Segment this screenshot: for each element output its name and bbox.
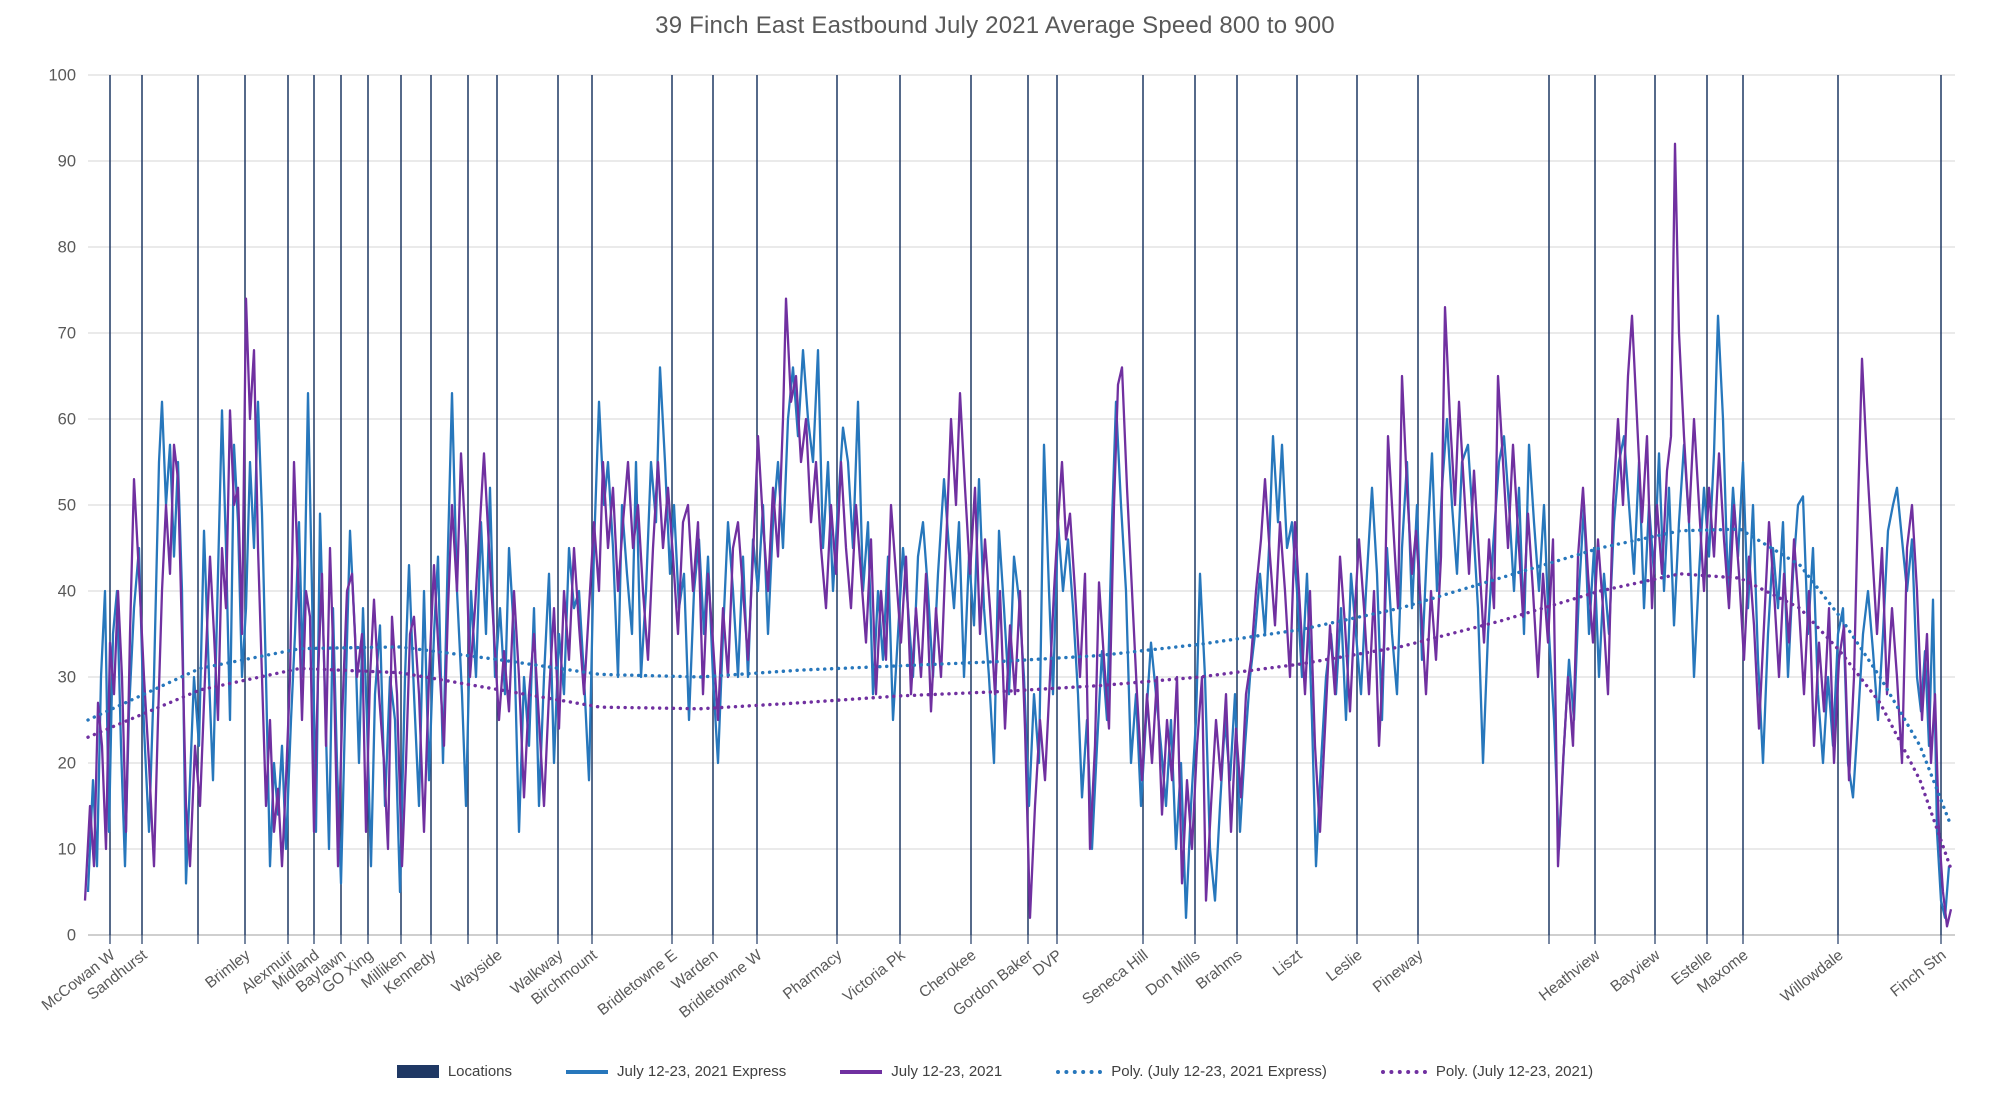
legend-label: Poly. (July 12-23, 2021) <box>1435 1063 1594 1080</box>
legend-item: July 12-23, 2021 Express <box>566 1063 786 1080</box>
legend-swatch-line <box>840 1069 883 1074</box>
y-axis-tick-label: 100 <box>48 67 76 85</box>
legend-item: Poly. (July 12-23, 2021) <box>1380 1063 1594 1080</box>
y-axis-tick-label: 50 <box>58 497 76 515</box>
y-axis-tick-label: 30 <box>58 669 76 687</box>
series-trendline <box>86 527 1952 825</box>
x-axis-location-label: Heathview <box>1536 946 1604 1004</box>
x-axis-location-label: Seneca Hill <box>1079 947 1151 1009</box>
y-axis-tick-label: 40 <box>58 583 76 601</box>
x-axis-location-label: Pineway <box>1370 947 1427 997</box>
y-axis-tick-label: 10 <box>58 841 76 859</box>
legend-swatch-dotted <box>1380 1069 1427 1074</box>
chart-title: 39 Finch East Eastbound July 2021 Averag… <box>655 12 1335 39</box>
x-axis-location-label: Pharmacy <box>780 947 846 1004</box>
legend-item: Poly. (July 12-23, 2021 Express) <box>1056 1063 1327 1080</box>
legend-label: Poly. (July 12-23, 2021 Express) <box>1111 1063 1327 1080</box>
x-axis-location-label: DVP <box>1030 947 1066 980</box>
legend-swatch-line <box>566 1069 609 1074</box>
legend-label: July 12-23, 2021 Express <box>617 1063 787 1080</box>
x-axis-location-label: Liszt <box>1270 946 1306 979</box>
legend-item: July 12-23, 2021 <box>840 1063 1002 1080</box>
legend-swatch-bar <box>396 1065 439 1078</box>
y-axis-tick-label: 60 <box>58 411 76 429</box>
series-line <box>83 142 1953 928</box>
x-axis-location-label: Brahms <box>1193 947 1246 993</box>
y-axis-tick-label: 90 <box>58 153 76 171</box>
legend-label: Locations <box>447 1063 513 1080</box>
y-axis-tick-label: 80 <box>58 239 76 257</box>
y-axis-tick-label: 0 <box>67 927 76 945</box>
legend-item: Locations <box>396 1063 513 1080</box>
x-axis-location-label: Don Mills <box>1143 947 1204 1000</box>
legend-label: July 12-23, 2021 <box>891 1063 1003 1080</box>
series-trendline <box>86 572 1952 868</box>
x-axis-location-label: Bridletowne E <box>595 947 681 1019</box>
x-axis-location-label: Wayside <box>449 947 506 997</box>
y-axis-tick-label: 20 <box>58 755 76 773</box>
legend-swatch-dotted <box>1056 1069 1103 1074</box>
x-axis-location-label: Leslie <box>1323 947 1365 985</box>
x-axis-location-label: Bayview <box>1608 946 1665 995</box>
chart-legend: Locations July 12-23, 2021 Express July 12… <box>0 1063 1990 1080</box>
x-axis-location-label: Victoria Pk <box>840 947 909 1006</box>
x-axis-location-label: Finch Stn <box>1887 947 1949 1001</box>
y-axis-tick-label: 70 <box>58 325 76 343</box>
x-axis-location-label: Willowdale <box>1778 947 1847 1006</box>
